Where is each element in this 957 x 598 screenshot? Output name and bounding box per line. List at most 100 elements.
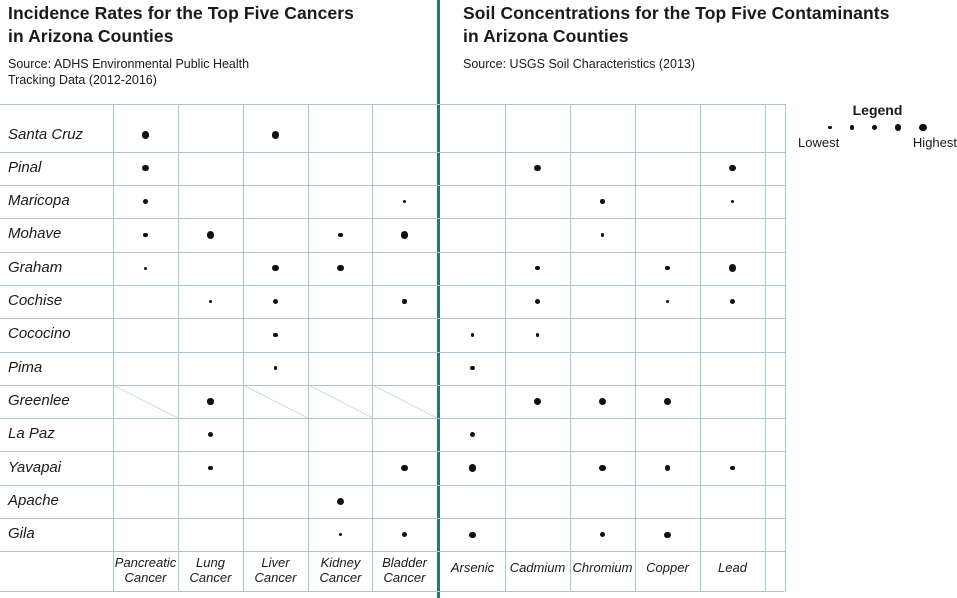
- grid-hline: [0, 104, 785, 105]
- matrix-dot: [469, 531, 476, 538]
- row-label-greenlee: Greenlee: [8, 391, 70, 409]
- grid-hline: [0, 551, 785, 553]
- matrix-dot: [600, 199, 605, 204]
- row-label-cococino: Cococino: [8, 325, 71, 343]
- legend-dot-rank-5: [919, 123, 927, 132]
- matrix-dot: [208, 299, 213, 304]
- legend-dot-rank-2: [849, 125, 854, 130]
- row-label-pinal: Pinal: [8, 158, 42, 176]
- col-label-line: Liver: [261, 555, 290, 570]
- grid-hline: [0, 251, 785, 253]
- matrix-dot: [208, 465, 213, 471]
- no-data-slash: [308, 384, 373, 419]
- no-data-slash: [113, 384, 178, 419]
- row-label-apache: Apache: [8, 491, 59, 509]
- matrix-dot: [533, 397, 542, 406]
- matrix-dot: [598, 397, 607, 406]
- matrix-dot: [206, 231, 215, 239]
- col-label-chromium: Chromium: [572, 560, 633, 575]
- row-label-mohave: Mohave: [8, 225, 62, 243]
- col-label-line: Lung: [196, 555, 225, 570]
- matrix-dot: [207, 432, 214, 438]
- matrix-dot: [470, 333, 475, 337]
- matrix-dot: [400, 231, 409, 239]
- row-label-maricopa: Maricopa: [8, 192, 70, 210]
- grid-vline: [765, 104, 766, 591]
- row-label-santa-cruz: Santa Cruz: [8, 125, 84, 143]
- legend-labels: Lowest Highest: [798, 135, 957, 150]
- row-label-cochise: Cochise: [8, 292, 63, 310]
- grid-vline: [785, 104, 786, 591]
- legend-dot-rank-1: [828, 125, 832, 130]
- row-label-yavapai: Yavapai: [8, 458, 62, 476]
- grid-hline: [0, 218, 785, 220]
- col-label-liver-cancer: Liver Cancer: [239, 555, 312, 586]
- matrix-dot: [664, 465, 671, 471]
- grid-vline: [113, 104, 114, 591]
- col-label-line: Cancer: [254, 570, 297, 586]
- matrix-dot: [143, 266, 148, 270]
- grid-vline: [372, 104, 373, 591]
- grid-vline: [243, 104, 244, 591]
- grid-hline: [0, 185, 785, 186]
- right-panel-title: Soil Concentrations for the Top Five Con…: [463, 2, 890, 48]
- row-label-gila: Gila: [8, 525, 35, 543]
- matrix-dot: [273, 332, 278, 338]
- matrix-dot: [728, 264, 737, 273]
- matrix-dot: [338, 232, 343, 238]
- legend-dot-rank-4: [895, 124, 902, 131]
- right-panel-title-line2: in Arizona Counties: [463, 26, 629, 47]
- grid-hline: [0, 284, 785, 286]
- matrix-dot: [730, 465, 735, 471]
- col-label-copper: Copper: [646, 560, 689, 575]
- matrix-dot: [665, 299, 670, 304]
- matrix-dot: [272, 265, 279, 272]
- grid-vline: [505, 104, 506, 591]
- grid-vline: [700, 104, 701, 591]
- legend-lowest-label: Lowest: [798, 135, 840, 150]
- col-label-line: Pancreatic: [114, 555, 177, 570]
- grid-hline: [0, 484, 785, 486]
- matrix-dot: [535, 333, 540, 337]
- matrix-dot: [729, 298, 736, 305]
- grid-hline: [0, 451, 785, 453]
- matrix-dot: [535, 266, 540, 271]
- matrix-dot: [599, 464, 606, 472]
- matrix-dot: [470, 365, 475, 371]
- matrix-dot: [271, 131, 280, 139]
- grid-vline: [178, 104, 179, 591]
- matrix-dot: [402, 299, 407, 304]
- col-label-bladder-cancer: Bladder Cancer: [368, 555, 441, 586]
- left-panel-title-line1: Incidence Rates for the Top Five Cancers: [8, 3, 354, 23]
- col-label-lead: Lead: [718, 560, 747, 575]
- matrix-dot: [141, 131, 150, 139]
- matrix-dot: [143, 232, 148, 238]
- grid-hline: [0, 318, 785, 320]
- matrix-dot: [142, 165, 149, 172]
- grid-vline: [308, 104, 309, 591]
- matrix-dot: [338, 532, 343, 537]
- col-label-kidney-cancer: Kidney Cancer: [304, 555, 377, 586]
- right-panel-title-line1: Soil Concentrations for the Top Five Con…: [463, 3, 890, 23]
- grid-vline: [570, 104, 571, 591]
- matrix-dot: [665, 266, 670, 271]
- no-data-slash: [243, 384, 308, 419]
- legend-highest-label: Highest: [912, 135, 957, 150]
- col-label-line: Cancer: [319, 570, 362, 586]
- matrix-dot: [337, 265, 344, 272]
- matrix-dot: [142, 199, 149, 205]
- grid-vline: [635, 104, 636, 591]
- col-label-line: Cancer: [124, 570, 167, 586]
- legend-dot-rank-3: [871, 124, 878, 131]
- grid-hline: [0, 151, 785, 153]
- left-panel-title: Incidence Rates for the Top Five Cancers…: [8, 2, 354, 48]
- row-label-graham: Graham: [8, 258, 63, 276]
- col-label-line: Cancer: [383, 570, 426, 586]
- grid-hline: [0, 418, 785, 420]
- col-label-cadmium: Cadmium: [509, 560, 566, 575]
- matrix-dot: [730, 199, 735, 204]
- matrix-dot: [469, 432, 476, 438]
- matrix-dot: [401, 532, 408, 538]
- matrix-dot: [663, 397, 672, 406]
